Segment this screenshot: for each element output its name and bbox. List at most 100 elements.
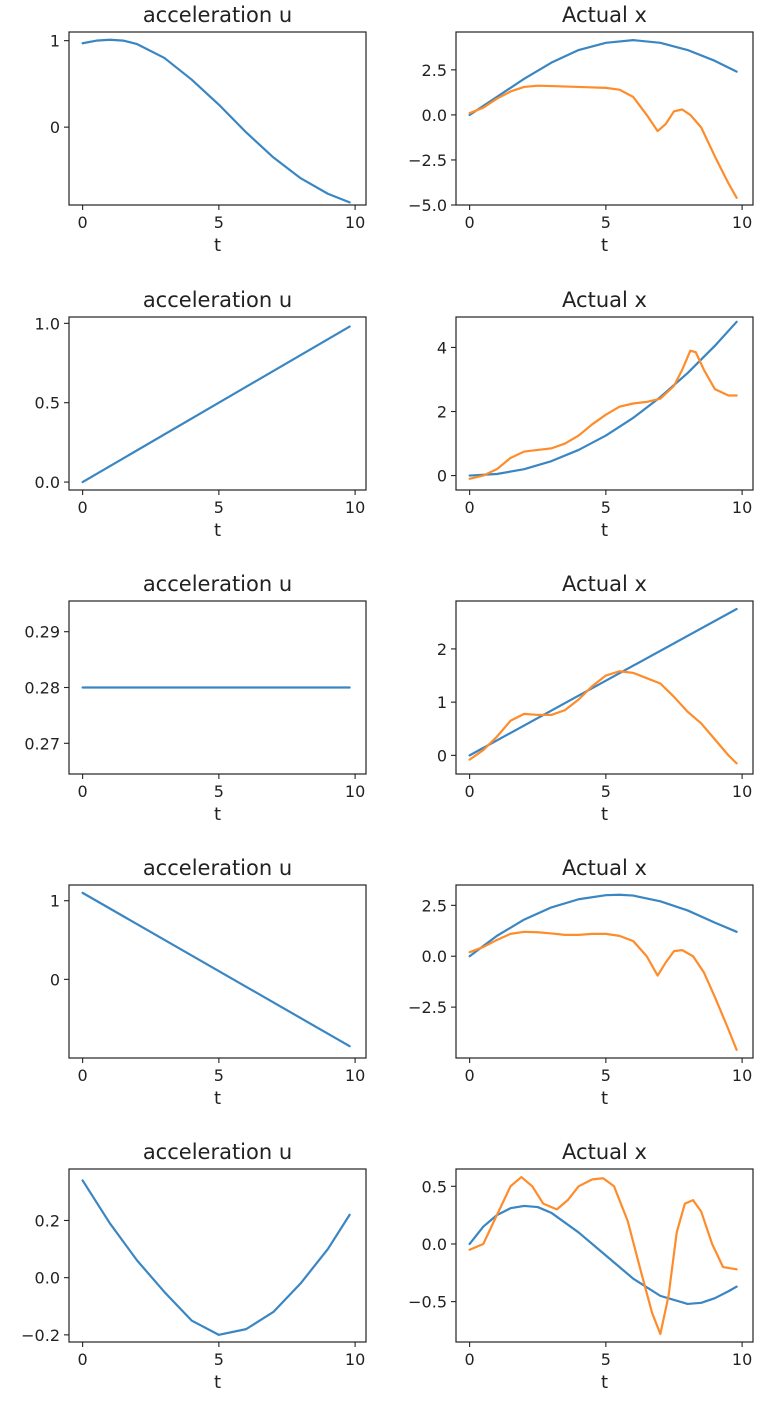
- series-2-line: [468, 349, 738, 480]
- subplot-2: 0 5 10 2.5 0.0 −2.5 −5.0 Actual x t: [408, 3, 754, 256]
- subplot-title: Actual x: [562, 288, 647, 312]
- subplot-1: 0 5 10 0 1 acceleration u t: [50, 3, 367, 256]
- y-tick-label: −0.5: [408, 1293, 447, 1312]
- y-tick-label: 0.0: [35, 1269, 60, 1288]
- y-tick-label: 2.5: [422, 896, 447, 915]
- x-axis-label: t: [601, 804, 608, 825]
- subplot-10: 0 5 10 0.5 0.0 −0.5 Actual x t: [408, 1140, 754, 1393]
- x-tick-label: 10: [345, 782, 365, 801]
- subplot-5: 0 5 10 0.29 0.28 0.27 acceleration u t: [24, 572, 367, 825]
- x-tick-label: 0: [78, 213, 88, 232]
- y-tick-label: 0.5: [35, 394, 60, 413]
- axes-frame: [455, 1168, 754, 1343]
- x-axis-label: t: [214, 1088, 221, 1109]
- y-tick-label: −0.2: [21, 1326, 60, 1345]
- subplot-3: 0 5 10 0.0 0.5 1.0 acceleration u t: [35, 288, 367, 541]
- series-1-line: [81, 38, 351, 204]
- x-tick-label: 5: [601, 213, 611, 232]
- x-tick-label: 0: [78, 498, 88, 517]
- x-tick-label: 5: [214, 1066, 224, 1085]
- x-tick-label: 10: [732, 782, 752, 801]
- x-tick-label: 5: [601, 1066, 611, 1085]
- subplot-title: Actual x: [562, 1140, 647, 1164]
- x-tick-label: 5: [214, 498, 224, 517]
- y-tick-label: −2.5: [408, 151, 447, 170]
- x-axis-label: t: [601, 1372, 608, 1393]
- subplot-6: 0 5 10 0 1 2 Actual x t: [437, 572, 754, 825]
- x-tick-label: 0: [465, 498, 475, 517]
- subplot-4: 0 5 10 0 2 4 Actual x t: [437, 288, 754, 541]
- x-axis-label: t: [214, 235, 221, 256]
- x-tick-label: 0: [78, 1350, 88, 1369]
- y-tick-label: −2.5: [408, 998, 447, 1017]
- y-tick-label: 0: [437, 467, 447, 486]
- subplot-8: 0 5 10 2.5 0.0 −2.5 Actual x t: [408, 856, 754, 1109]
- x-axis-label: t: [214, 520, 221, 541]
- subplot-title: acceleration u: [143, 3, 292, 27]
- x-axis-label: t: [214, 1372, 221, 1393]
- x-tick-label: 5: [601, 782, 611, 801]
- x-axis-label: t: [601, 235, 608, 256]
- series-1-line: [81, 1179, 351, 1336]
- y-tick-label: 0.27: [24, 734, 60, 753]
- y-tick-label: 0: [437, 746, 447, 765]
- series-1-line: [468, 39, 738, 116]
- x-tick-label: 10: [732, 498, 752, 517]
- y-tick-label: 0.0: [422, 106, 447, 125]
- y-tick-label: 0.2: [35, 1211, 60, 1230]
- series-1-line: [81, 891, 351, 1048]
- y-tick-label: 1: [50, 892, 60, 911]
- series-1-line: [468, 1204, 738, 1306]
- series-2-line: [468, 84, 738, 199]
- x-tick-label: 5: [601, 1350, 611, 1369]
- x-tick-label: 5: [214, 1350, 224, 1369]
- x-tick-label: 0: [78, 1066, 88, 1085]
- x-tick-label: 0: [465, 1350, 475, 1369]
- y-tick-label: 2.5: [422, 61, 447, 80]
- x-tick-label: 5: [601, 498, 611, 517]
- x-tick-label: 10: [732, 213, 752, 232]
- x-tick-label: 10: [732, 1350, 752, 1369]
- y-tick-label: 0: [50, 970, 60, 989]
- x-tick-label: 10: [345, 213, 365, 232]
- y-tick-label: 0.0: [422, 1235, 447, 1254]
- series-1-line: [468, 893, 738, 958]
- axes-frame: [455, 884, 754, 1059]
- y-tick-label: 0.5: [422, 1177, 447, 1196]
- x-tick-label: 10: [345, 1350, 365, 1369]
- x-tick-label: 5: [214, 213, 224, 232]
- y-tick-label: 2: [437, 640, 447, 659]
- subplot-title: acceleration u: [143, 856, 292, 880]
- series-2-line: [468, 670, 738, 765]
- x-tick-label: 10: [345, 498, 365, 517]
- subplot-9: 0 5 10 0.2 0.0 −0.2 acceleration u t: [21, 1140, 367, 1393]
- x-tick-label: 0: [465, 782, 475, 801]
- x-tick-label: 10: [732, 1066, 752, 1085]
- axes-frame: [455, 316, 754, 491]
- y-tick-label: 1: [437, 693, 447, 712]
- axes-frame: [68, 31, 367, 206]
- y-tick-label: 0.0: [35, 473, 60, 492]
- x-axis-label: t: [601, 1088, 608, 1109]
- y-tick-label: 0.0: [422, 947, 447, 966]
- x-axis-label: t: [601, 520, 608, 541]
- axes-frame: [455, 31, 754, 206]
- x-tick-label: 10: [345, 1066, 365, 1085]
- x-tick-label: 0: [465, 213, 475, 232]
- subplot-title: Actual x: [562, 856, 647, 880]
- subplot-title: acceleration u: [143, 288, 292, 312]
- series-1-line: [468, 320, 738, 477]
- axes-frame: [68, 884, 367, 1059]
- y-tick-label: 0.29: [24, 623, 60, 642]
- axes-frame: [68, 316, 367, 491]
- y-tick-label: 2: [437, 403, 447, 422]
- y-tick-label: 0.28: [24, 679, 60, 698]
- series-2-line: [468, 930, 738, 1051]
- y-tick-label: 1.0: [35, 314, 60, 333]
- series-2-line: [468, 1175, 738, 1336]
- y-tick-label: 4: [437, 338, 447, 357]
- x-axis-label: t: [214, 804, 221, 825]
- x-tick-label: 0: [465, 1066, 475, 1085]
